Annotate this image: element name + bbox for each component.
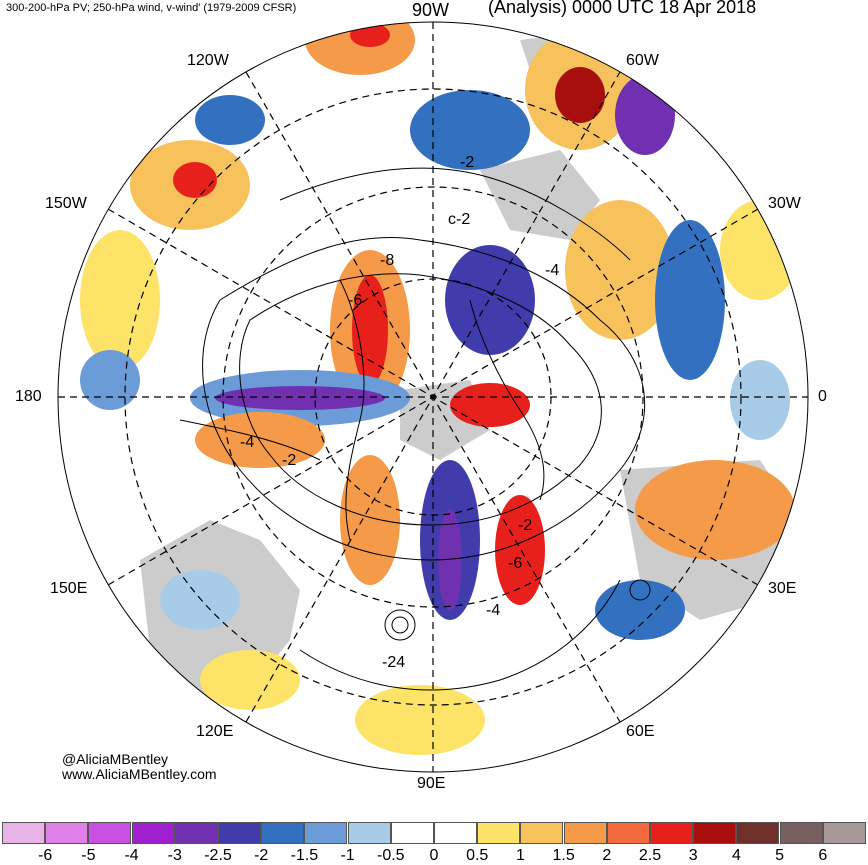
contour-label: -24 xyxy=(382,654,405,671)
colorbar-tick-label: -6 xyxy=(38,847,53,864)
colorbar-tick-label: 2.5 xyxy=(638,847,662,864)
colorbar-tick-label: 1.5 xyxy=(552,847,575,864)
colorbar-tick-label: -3 xyxy=(167,847,182,864)
colorbar-swatch xyxy=(434,822,477,844)
contour-label: -2 xyxy=(282,452,296,469)
colorbar-tick-label: -1 xyxy=(340,847,355,864)
colorbar-swatch xyxy=(477,822,521,844)
colorbar-swatch xyxy=(779,822,823,844)
lon-label-90w: 90W xyxy=(412,0,450,20)
contour-label: -2 xyxy=(518,517,532,534)
colorbar-tick-label: 5 xyxy=(775,847,785,864)
colorbar-tick-label: 4 xyxy=(731,847,741,864)
colorbar-swatch xyxy=(347,822,391,844)
colorbar-swatch xyxy=(520,822,564,844)
contour-label: -4 xyxy=(240,434,254,451)
colorbar-tick-label: 1 xyxy=(515,847,525,864)
contour-label: -4 xyxy=(545,262,559,279)
lon-label-90e: 90E xyxy=(417,775,446,792)
colorbar-tick-label: -2.5 xyxy=(204,847,232,864)
lon-label-150w: 150W xyxy=(45,195,87,212)
colorbar-swatch xyxy=(131,822,175,844)
colorbar-tick-label: -1.5 xyxy=(290,847,319,864)
colorbar-tick-label: 3 xyxy=(688,847,698,864)
map-boundary xyxy=(57,21,809,773)
contour-label: -4 xyxy=(486,602,500,619)
colorbar-tick-label: 0 xyxy=(429,847,439,864)
colorbar-swatch xyxy=(822,822,866,844)
lon-label-150e: 150E xyxy=(50,580,88,597)
pv-contour-layer xyxy=(179,167,651,691)
colorbar-swatch xyxy=(736,822,780,844)
colorbar-tick-label: -2 xyxy=(254,847,269,864)
colorbar-tick-label: -4 xyxy=(124,847,139,864)
colorbar-swatch xyxy=(606,822,650,844)
colorbar-swatch xyxy=(261,822,305,844)
colorbar-swatch xyxy=(88,822,132,844)
colorbar-swatch xyxy=(693,822,737,844)
contour-label: -8 xyxy=(380,252,394,269)
lon-label-60e: 60E xyxy=(626,723,655,740)
credit-twitter: @AliciaMBentley xyxy=(62,751,169,767)
colorbar-swatch xyxy=(2,822,45,844)
lon-label-120e: 120E xyxy=(196,723,234,740)
colorbar-swatch xyxy=(304,822,348,844)
colorbar-swatch xyxy=(174,822,218,844)
colorbar-tick-label: 2 xyxy=(602,847,612,864)
colorbar-swatch xyxy=(650,822,693,844)
graticule xyxy=(58,22,808,772)
left-title: 300-200-hPa PV; 250-hPa wind, v-wind' (1… xyxy=(6,2,297,14)
lon-label-180: 180 xyxy=(15,388,42,405)
colorbar-swatch xyxy=(218,822,261,844)
credit-website: www.AliciaMBentley.com xyxy=(62,766,217,782)
contour-label: -6 xyxy=(348,292,362,309)
colorbar-tick-label: -0.5 xyxy=(377,847,405,864)
right-title: (Analysis) 0000 UTC 18 Apr 2018 xyxy=(488,0,757,17)
contour-label: -2 xyxy=(460,154,474,171)
contour-label: c-2 xyxy=(448,211,470,228)
colorbar-tick-label: -5 xyxy=(81,847,96,864)
lon-label-30e: 30E xyxy=(768,580,797,597)
colorbar-tick-label: 6 xyxy=(818,847,828,864)
lon-label-30w: 30W xyxy=(768,195,801,212)
colorbar-swatch xyxy=(390,822,434,844)
lon-label-0: 0 xyxy=(818,388,827,405)
contour-label: -6 xyxy=(508,555,522,572)
colorbar-swatch xyxy=(45,822,89,844)
lon-label-60w: 60W xyxy=(626,52,659,69)
contour-labels: -2 c-2 -8 -6 -4 -4 -2 -2 -6 -4 -24 xyxy=(240,154,559,671)
colorbar-tick-label: 0.5 xyxy=(466,847,489,864)
colorbar-swatch xyxy=(563,822,607,844)
lon-label-120w: 120W xyxy=(187,52,229,69)
